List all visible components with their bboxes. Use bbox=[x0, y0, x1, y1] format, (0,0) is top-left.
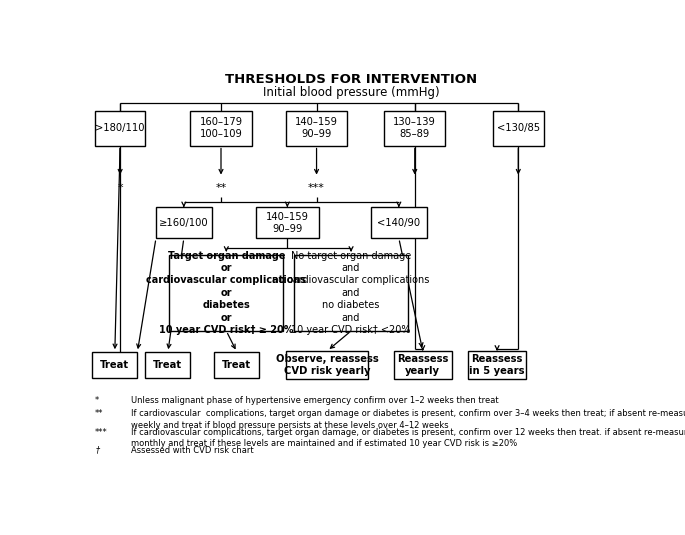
Text: THRESHOLDS FOR INTERVENTION: THRESHOLDS FOR INTERVENTION bbox=[225, 73, 477, 86]
Text: †: † bbox=[95, 446, 99, 455]
Text: 140–159
90–99: 140–159 90–99 bbox=[266, 212, 309, 234]
Text: ***: *** bbox=[308, 183, 325, 193]
Text: ≥160/100: ≥160/100 bbox=[159, 218, 209, 228]
FancyBboxPatch shape bbox=[95, 111, 145, 146]
Text: Reassess
in 5 years: Reassess in 5 years bbox=[469, 354, 525, 376]
FancyBboxPatch shape bbox=[384, 111, 445, 146]
FancyBboxPatch shape bbox=[256, 208, 319, 238]
Text: Treat: Treat bbox=[100, 360, 129, 370]
Text: 140–159
90–99: 140–159 90–99 bbox=[295, 117, 338, 139]
Text: If cardiovascular  complications, target organ damage or diabetes is present, co: If cardiovascular complications, target … bbox=[131, 409, 685, 430]
Text: ***: *** bbox=[95, 427, 108, 437]
Text: <130/85: <130/85 bbox=[497, 123, 540, 133]
FancyBboxPatch shape bbox=[156, 208, 212, 238]
FancyBboxPatch shape bbox=[92, 352, 138, 378]
FancyBboxPatch shape bbox=[190, 111, 251, 146]
Text: *: * bbox=[117, 183, 123, 193]
Text: **: ** bbox=[95, 409, 103, 418]
Text: <140/90: <140/90 bbox=[377, 218, 421, 228]
FancyBboxPatch shape bbox=[493, 111, 543, 146]
Text: **: ** bbox=[215, 183, 227, 193]
Text: *: * bbox=[95, 396, 99, 405]
FancyBboxPatch shape bbox=[371, 208, 427, 238]
FancyBboxPatch shape bbox=[393, 351, 452, 379]
Text: 130–139
85–89: 130–139 85–89 bbox=[393, 117, 436, 139]
Text: Reassess
yearly: Reassess yearly bbox=[397, 354, 449, 376]
FancyBboxPatch shape bbox=[169, 255, 284, 331]
Text: Initial blood pressure (mmHg): Initial blood pressure (mmHg) bbox=[263, 86, 439, 98]
FancyBboxPatch shape bbox=[286, 111, 347, 146]
Text: Unless malignant phase of hypertensive emergency confirm over 1–2 weeks then tre: Unless malignant phase of hypertensive e… bbox=[131, 396, 499, 405]
Text: Observe, reassess
CVD risk yearly: Observe, reassess CVD risk yearly bbox=[276, 354, 379, 376]
FancyBboxPatch shape bbox=[286, 351, 369, 379]
Text: If cardiovascular complications, target organ damage, or diabetes is present, co: If cardiovascular complications, target … bbox=[131, 427, 685, 448]
Text: Treat: Treat bbox=[153, 360, 182, 370]
Text: Assessed with CVD risk chart: Assessed with CVD risk chart bbox=[131, 446, 253, 455]
Text: Target organ damage
or
cardiovascular complications
or
diabetes
or
10 year CVD r: Target organ damage or cardiovascular co… bbox=[146, 250, 306, 335]
FancyBboxPatch shape bbox=[214, 352, 260, 378]
FancyBboxPatch shape bbox=[468, 351, 526, 379]
FancyBboxPatch shape bbox=[294, 255, 408, 331]
FancyBboxPatch shape bbox=[145, 352, 190, 378]
Text: No target organ damage
and
no cardiovascular complications
and
no diabetes
and
1: No target organ damage and no cardiovasc… bbox=[273, 250, 429, 335]
Text: Treat: Treat bbox=[223, 360, 251, 370]
Text: 160–179
100–109: 160–179 100–109 bbox=[199, 117, 242, 139]
Text: >180/110: >180/110 bbox=[95, 123, 145, 133]
